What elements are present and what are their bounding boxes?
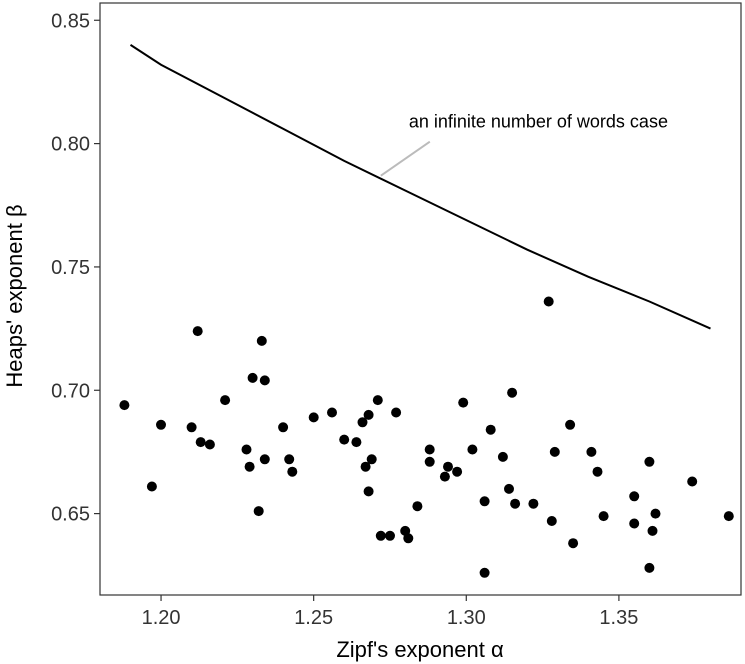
- data-point: [375, 530, 386, 541]
- annotation-text: an infinite number of words case: [409, 112, 668, 132]
- data-point: [287, 466, 298, 477]
- data-point: [479, 567, 490, 578]
- data-point: [363, 486, 374, 497]
- data-point: [586, 446, 597, 457]
- data-point: [452, 466, 463, 477]
- plot-panel-border: [99, 2, 742, 596]
- data-point: [592, 466, 603, 477]
- infinite-words-curve: [129, 44, 711, 330]
- curve-layer: [129, 44, 711, 330]
- annotation-leader-line: [380, 140, 431, 177]
- data-point: [443, 461, 453, 472]
- data-point: [256, 335, 267, 346]
- data-point: [372, 395, 383, 406]
- points-layer: [119, 296, 734, 578]
- data-point: [458, 397, 469, 408]
- data-point: [366, 454, 377, 465]
- y-tick-label: 0.70: [51, 380, 90, 402]
- data-point: [629, 518, 640, 529]
- x-tick-label: 1.25: [294, 607, 333, 629]
- data-point: [195, 437, 206, 448]
- data-point: [650, 508, 661, 519]
- data-point: [363, 409, 374, 420]
- data-point: [278, 422, 289, 433]
- x-tick-label: 1.20: [142, 607, 181, 629]
- data-point: [247, 372, 258, 383]
- data-point: [385, 530, 395, 541]
- data-point: [479, 496, 490, 507]
- data-point: [565, 419, 576, 430]
- data-point: [629, 491, 640, 502]
- x-axis-title: Zipf's exponent α: [336, 637, 504, 662]
- data-point: [403, 533, 414, 544]
- data-point: [424, 456, 435, 467]
- data-point: [284, 454, 295, 465]
- data-point: [647, 525, 658, 536]
- data-point: [339, 434, 350, 445]
- data-point: [644, 562, 655, 573]
- x-tick-label: 1.35: [599, 607, 638, 629]
- data-point: [497, 451, 508, 462]
- y-tick-label: 0.80: [51, 134, 90, 156]
- data-point: [119, 400, 130, 411]
- y-tick-label: 0.85: [51, 10, 90, 32]
- data-point: [546, 516, 557, 526]
- x-axis: 1.20 1.25 1.30 1.35: [142, 595, 638, 629]
- y-axis: 0.65 0.70 0.75 0.80 0.85: [51, 10, 100, 526]
- data-point: [485, 424, 496, 435]
- data-point: [360, 461, 371, 472]
- data-point: [424, 444, 435, 455]
- data-point: [186, 422, 197, 433]
- data-point: [327, 407, 337, 418]
- data-point: [204, 439, 215, 450]
- annotation-layer: an infinite number of words case: [380, 112, 668, 177]
- data-point: [723, 511, 734, 522]
- y-tick-label: 0.65: [51, 504, 90, 526]
- data-point: [253, 506, 264, 517]
- data-point: [259, 375, 270, 386]
- data-point: [507, 387, 518, 398]
- data-point: [357, 417, 368, 428]
- data-point: [543, 296, 554, 307]
- data-point: [244, 461, 255, 472]
- data-point: [568, 538, 579, 549]
- data-point: [528, 498, 539, 509]
- data-point: [192, 326, 203, 337]
- data-point: [439, 471, 450, 482]
- data-point: [241, 444, 252, 455]
- data-point: [146, 481, 157, 492]
- data-point: [504, 483, 514, 494]
- data-point: [412, 501, 423, 512]
- data-point: [549, 446, 560, 457]
- data-point: [220, 395, 231, 406]
- data-point: [156, 419, 166, 430]
- x-tick-label: 1.30: [447, 607, 486, 629]
- data-point: [598, 511, 609, 522]
- data-point: [351, 437, 362, 448]
- data-point: [510, 498, 521, 509]
- data-point: [391, 407, 402, 418]
- y-axis-title: Heaps' exponent β: [2, 204, 27, 387]
- data-point: [259, 454, 270, 465]
- data-point: [644, 456, 655, 467]
- data-point: [467, 444, 478, 455]
- data-point: [308, 412, 319, 423]
- y-tick-label: 0.75: [51, 257, 90, 279]
- data-point: [687, 476, 698, 487]
